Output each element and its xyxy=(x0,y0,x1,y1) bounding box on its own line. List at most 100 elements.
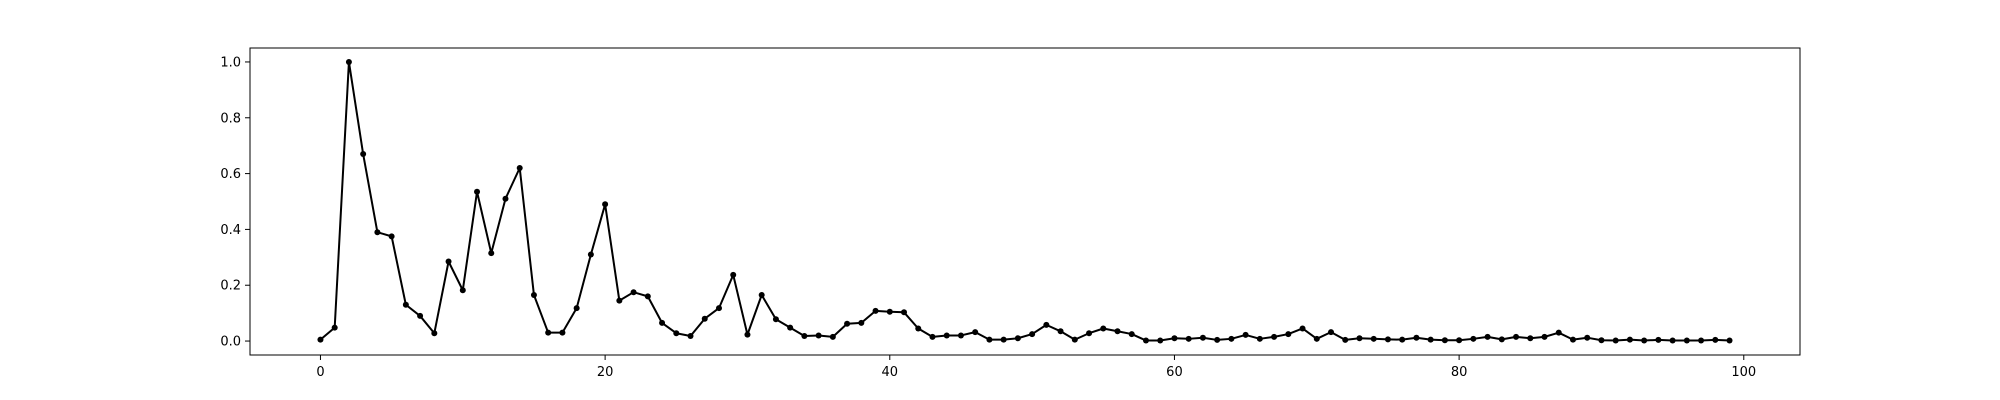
data-point xyxy=(431,330,438,337)
data-point xyxy=(1470,335,1477,342)
data-point xyxy=(1356,335,1363,342)
data-point xyxy=(1712,336,1719,343)
data-point xyxy=(630,289,637,296)
data-point xyxy=(545,329,552,336)
data-point xyxy=(616,297,623,304)
data-point xyxy=(1242,331,1249,338)
data-point xyxy=(1456,337,1463,344)
data-point xyxy=(730,271,737,278)
y-tick-label: 0.2 xyxy=(220,279,241,294)
data-point xyxy=(1271,333,1278,340)
data-point xyxy=(901,309,908,316)
data-point xyxy=(1057,328,1064,335)
data-point xyxy=(687,333,694,340)
data-point xyxy=(1043,321,1050,328)
data-point xyxy=(715,305,722,312)
y-tick-label: 0.0 xyxy=(220,335,241,350)
plot-area-frame xyxy=(249,47,1801,356)
x-tick-label: 0 xyxy=(316,365,324,380)
data-point xyxy=(744,331,751,338)
series-layer xyxy=(317,58,1733,344)
data-point xyxy=(1726,337,1733,344)
x-axis-ticks: 0 20 40 60 80 100 xyxy=(316,355,1756,380)
data-point xyxy=(1569,336,1576,343)
data-point xyxy=(474,188,481,195)
data-point xyxy=(1171,335,1178,342)
data-point xyxy=(459,287,466,294)
data-point xyxy=(1584,334,1591,341)
x-tick-label: 60 xyxy=(1166,365,1183,380)
data-point xyxy=(1071,336,1078,343)
data-point xyxy=(388,233,395,240)
data-point xyxy=(1114,328,1121,335)
data-point xyxy=(488,250,495,257)
data-point xyxy=(1256,335,1263,342)
data-point xyxy=(701,315,708,322)
data-point xyxy=(602,201,609,208)
data-point xyxy=(1228,335,1235,342)
data-point xyxy=(659,319,666,326)
data-point xyxy=(360,151,367,158)
data-point xyxy=(886,308,893,315)
data-point xyxy=(1698,337,1705,344)
y-tick-label: 0.4 xyxy=(220,223,241,238)
data-point xyxy=(1299,325,1306,332)
data-point xyxy=(1513,333,1520,340)
data-point xyxy=(758,291,765,298)
data-point xyxy=(1427,336,1434,343)
data-point xyxy=(417,312,424,319)
data-point xyxy=(1157,337,1164,344)
data-point xyxy=(374,229,381,236)
data-point xyxy=(1655,336,1662,343)
data-point xyxy=(1498,336,1505,343)
data-point xyxy=(345,58,352,65)
data-point xyxy=(986,336,993,343)
data-point xyxy=(1441,337,1448,344)
data-point xyxy=(1612,337,1619,344)
data-point xyxy=(1399,336,1406,343)
data-point xyxy=(1100,325,1107,332)
data-point xyxy=(1683,337,1690,344)
data-point xyxy=(815,332,822,339)
data-point xyxy=(787,324,794,331)
data-point xyxy=(1000,336,1007,343)
data-point xyxy=(829,333,836,340)
data-point xyxy=(1527,335,1534,342)
data-point xyxy=(1199,334,1206,341)
y-tick-label: 1.0 xyxy=(220,55,241,70)
data-point xyxy=(644,293,651,300)
data-point xyxy=(943,332,950,339)
data-point xyxy=(530,291,537,298)
data-point xyxy=(1214,336,1221,343)
data-point xyxy=(972,329,979,336)
x-tick-label: 100 xyxy=(1731,365,1756,380)
data-point xyxy=(858,319,865,326)
x-tick-label: 80 xyxy=(1451,365,1468,380)
data-point xyxy=(872,307,879,314)
data-point xyxy=(1413,334,1420,341)
y-axis-ticks: 0.0 0.2 0.4 0.6 0.8 1.0 xyxy=(220,55,250,350)
data-point xyxy=(445,258,452,265)
data-point xyxy=(1328,329,1335,336)
data-point xyxy=(1014,335,1021,342)
data-point xyxy=(844,320,851,327)
data-point xyxy=(1285,331,1292,338)
data-point xyxy=(587,251,594,258)
data-point xyxy=(1342,336,1349,343)
data-point xyxy=(1641,337,1648,344)
data-point xyxy=(1541,333,1548,340)
data-point xyxy=(929,333,936,340)
data-point xyxy=(317,336,324,343)
data-point xyxy=(402,301,409,308)
x-tick-label: 20 xyxy=(597,365,614,380)
data-point xyxy=(573,305,580,312)
series-line xyxy=(319,60,1730,342)
data-point xyxy=(1669,337,1676,344)
data-point xyxy=(1185,335,1192,342)
data-point xyxy=(1029,331,1036,338)
data-point xyxy=(1370,335,1377,342)
data-point xyxy=(1313,335,1320,342)
data-point xyxy=(915,325,922,332)
data-point xyxy=(1142,337,1149,344)
